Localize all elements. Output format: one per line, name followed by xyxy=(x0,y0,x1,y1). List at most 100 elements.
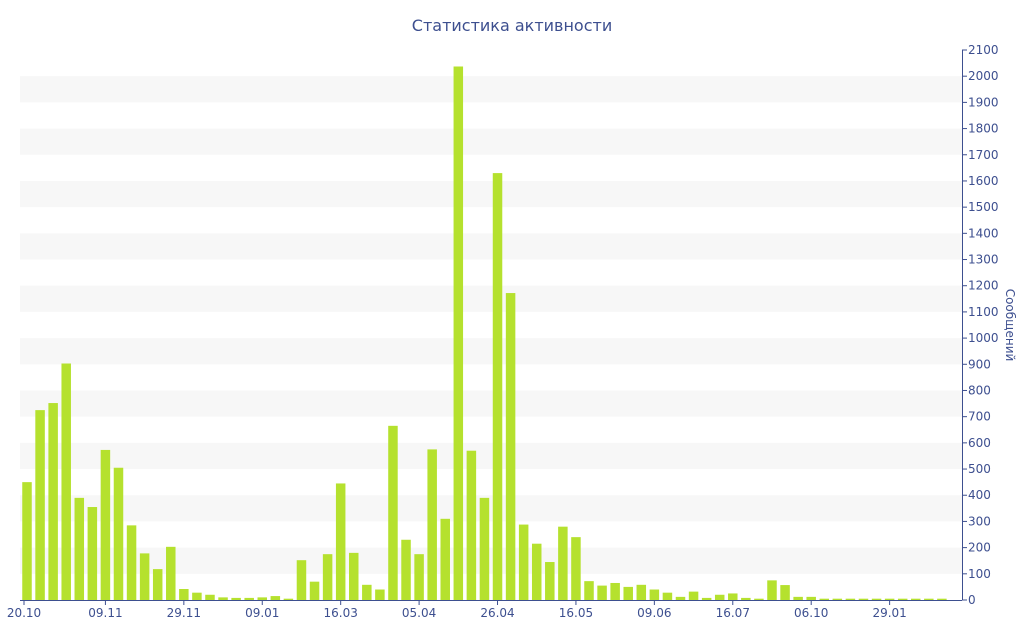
bar xyxy=(179,589,189,600)
bar xyxy=(754,598,764,600)
grid-band xyxy=(20,442,962,470)
y-tick-label: 400 xyxy=(968,488,991,502)
bar xyxy=(714,594,725,600)
bar xyxy=(427,449,437,600)
y-tick-label: 1600 xyxy=(968,174,999,188)
bar xyxy=(440,518,450,600)
bar xyxy=(74,497,85,600)
bar xyxy=(48,403,58,600)
y-tick-label: 1400 xyxy=(968,226,999,240)
bar xyxy=(806,596,816,600)
bar xyxy=(911,598,921,600)
bar xyxy=(22,482,32,600)
x-tick-label: 20.10 xyxy=(7,606,41,620)
bar xyxy=(87,507,98,600)
bar xyxy=(257,597,268,600)
chart-title: Статистика активности xyxy=(412,16,612,35)
y-tick-label: 100 xyxy=(968,567,991,581)
bar xyxy=(505,293,516,600)
bar xyxy=(296,560,307,600)
bar xyxy=(545,562,555,600)
x-tick-label: 29.11 xyxy=(167,606,201,620)
x-tick-label: 16.03 xyxy=(324,606,358,620)
bar xyxy=(349,552,359,600)
x-tick-label: 26.04 xyxy=(480,606,514,620)
bar xyxy=(649,589,660,600)
bar xyxy=(309,581,320,600)
x-tick-label: 16.05 xyxy=(559,606,593,620)
bar xyxy=(322,554,333,600)
axes: 0 100 200 300 400 500 600 700 800 900 1000 1100 1200… xyxy=(7,43,999,620)
bar xyxy=(662,592,673,600)
y-tick-label: 1900 xyxy=(968,95,999,109)
y-tick-label: 800 xyxy=(968,383,991,397)
y-tick-label: 2100 xyxy=(968,43,999,57)
bar xyxy=(675,596,686,600)
bar xyxy=(531,543,542,600)
bar xyxy=(780,585,790,600)
grid-bands xyxy=(20,76,962,574)
x-tick-label: 09.01 xyxy=(245,606,279,620)
bar xyxy=(61,363,71,600)
bar xyxy=(35,410,45,600)
bar xyxy=(884,598,895,600)
bar xyxy=(558,526,568,600)
bar xyxy=(218,597,228,600)
bar xyxy=(518,524,529,600)
bar xyxy=(401,539,411,600)
y-tick-label: 900 xyxy=(968,357,991,371)
bar xyxy=(897,598,908,600)
bar xyxy=(335,483,346,600)
grid-band xyxy=(20,285,962,312)
bar xyxy=(270,596,281,600)
bar xyxy=(492,173,503,600)
y-tick-label: 1200 xyxy=(968,279,999,293)
bar xyxy=(231,597,241,600)
bar xyxy=(388,425,398,600)
bar xyxy=(584,581,594,600)
grid-band xyxy=(20,76,962,103)
bar xyxy=(701,597,712,600)
y-tick-label: 1100 xyxy=(968,305,999,319)
bar xyxy=(793,596,803,600)
bar xyxy=(610,582,620,600)
bar xyxy=(139,553,150,600)
y-tick-label: 2000 xyxy=(968,69,999,83)
x-tick-label: 05.04 xyxy=(402,606,436,620)
bar xyxy=(152,569,163,600)
bars xyxy=(22,66,947,600)
bar xyxy=(362,584,372,600)
bar xyxy=(728,593,738,600)
bar xyxy=(100,449,111,600)
y-tick-label: 700 xyxy=(968,410,991,424)
bar xyxy=(924,598,934,600)
bar xyxy=(819,598,830,600)
bar xyxy=(937,598,947,600)
bar xyxy=(767,580,777,600)
y-tick-label: 0 xyxy=(968,593,976,607)
grid-band xyxy=(20,128,962,155)
bar xyxy=(636,584,647,600)
y-tick-label: 1700 xyxy=(968,148,999,162)
y-tick-label: 1500 xyxy=(968,200,999,214)
x-tick-label: 29.01 xyxy=(872,606,906,620)
bar xyxy=(688,591,699,600)
grid-band xyxy=(20,495,962,522)
bar xyxy=(166,546,176,600)
bar xyxy=(845,598,856,600)
x-tick-label: 09.11 xyxy=(88,606,122,620)
y-tick-label: 600 xyxy=(968,436,991,450)
x-tick-label: 06.10 xyxy=(794,606,828,620)
bar xyxy=(283,598,294,600)
bar xyxy=(479,497,490,600)
bar xyxy=(832,598,843,600)
grid-band xyxy=(20,233,962,260)
grid-band xyxy=(20,547,962,574)
y-tick-label: 300 xyxy=(968,514,991,528)
grid-band xyxy=(20,180,962,208)
bar xyxy=(192,592,202,600)
y-tick-label: 200 xyxy=(968,541,991,555)
bar xyxy=(453,66,464,600)
bar xyxy=(375,589,385,600)
